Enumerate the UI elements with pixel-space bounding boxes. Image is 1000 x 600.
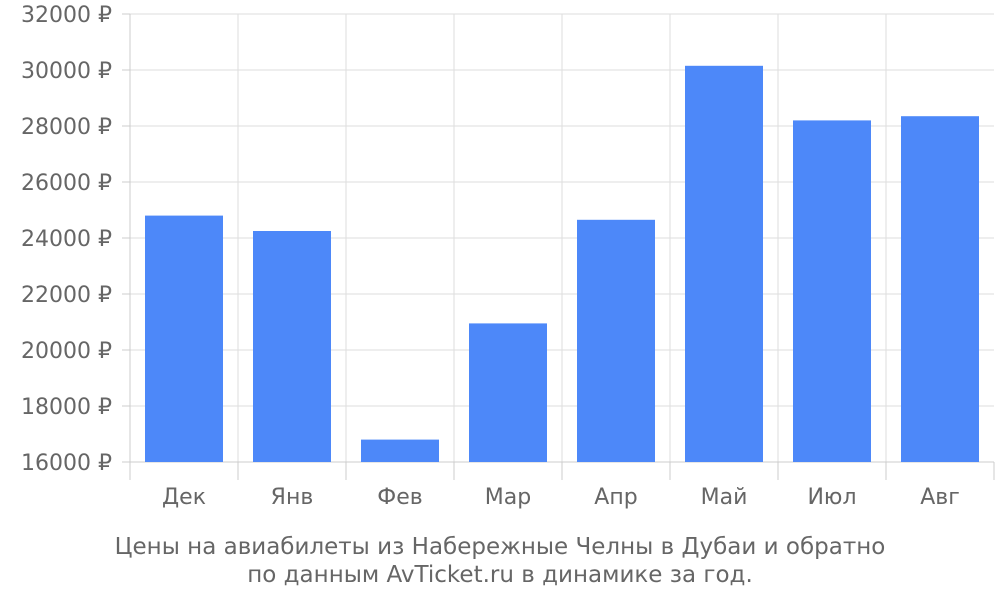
- y-tick-label: 24000 ₽: [21, 227, 112, 252]
- y-tick-label: 26000 ₽: [21, 171, 112, 196]
- bar-chart: 16000 ₽ 18000 ₽ 20000 ₽ 22000 ₽ 24000 ₽ 26000…: [21, 3, 995, 510]
- bar-8: [901, 116, 979, 462]
- bar-4: [469, 323, 547, 462]
- y-tick-label: 32000 ₽: [21, 3, 112, 28]
- x-tick-label: Авг: [920, 485, 960, 510]
- y-tick-label: 28000 ₽: [21, 115, 112, 140]
- x-tick-label: Мар: [485, 485, 531, 510]
- x-tick-label: Дек: [162, 485, 206, 510]
- y-tick-label: 18000 ₽: [21, 395, 112, 420]
- x-tick-label: Апр: [594, 485, 637, 510]
- y-tick-label: 22000 ₽: [21, 283, 112, 308]
- x-tick-label: Янв: [271, 485, 314, 510]
- y-tick-label: 16000 ₽: [21, 451, 112, 476]
- x-tick-label: Июл: [807, 485, 856, 510]
- chart-caption: Цены на авиабилеты из Набережные Челны в…: [0, 533, 1000, 589]
- y-tick-label: 20000 ₽: [21, 339, 112, 364]
- caption-line-1: Цены на авиабилеты из Набережные Челны в…: [114, 534, 886, 560]
- x-tick-label: Фев: [377, 485, 422, 510]
- bar-5: [577, 219, 655, 462]
- caption-line-2: по данным AvTicket.ru в динамике за год.: [247, 562, 753, 588]
- bar-2: [253, 231, 331, 462]
- y-tick-label: 30000 ₽: [21, 59, 112, 84]
- bar-1: [145, 215, 223, 462]
- bar-3: [361, 439, 439, 462]
- bar-6: [685, 65, 763, 463]
- bar-7: [793, 120, 871, 463]
- x-tick-label: Май: [701, 485, 748, 510]
